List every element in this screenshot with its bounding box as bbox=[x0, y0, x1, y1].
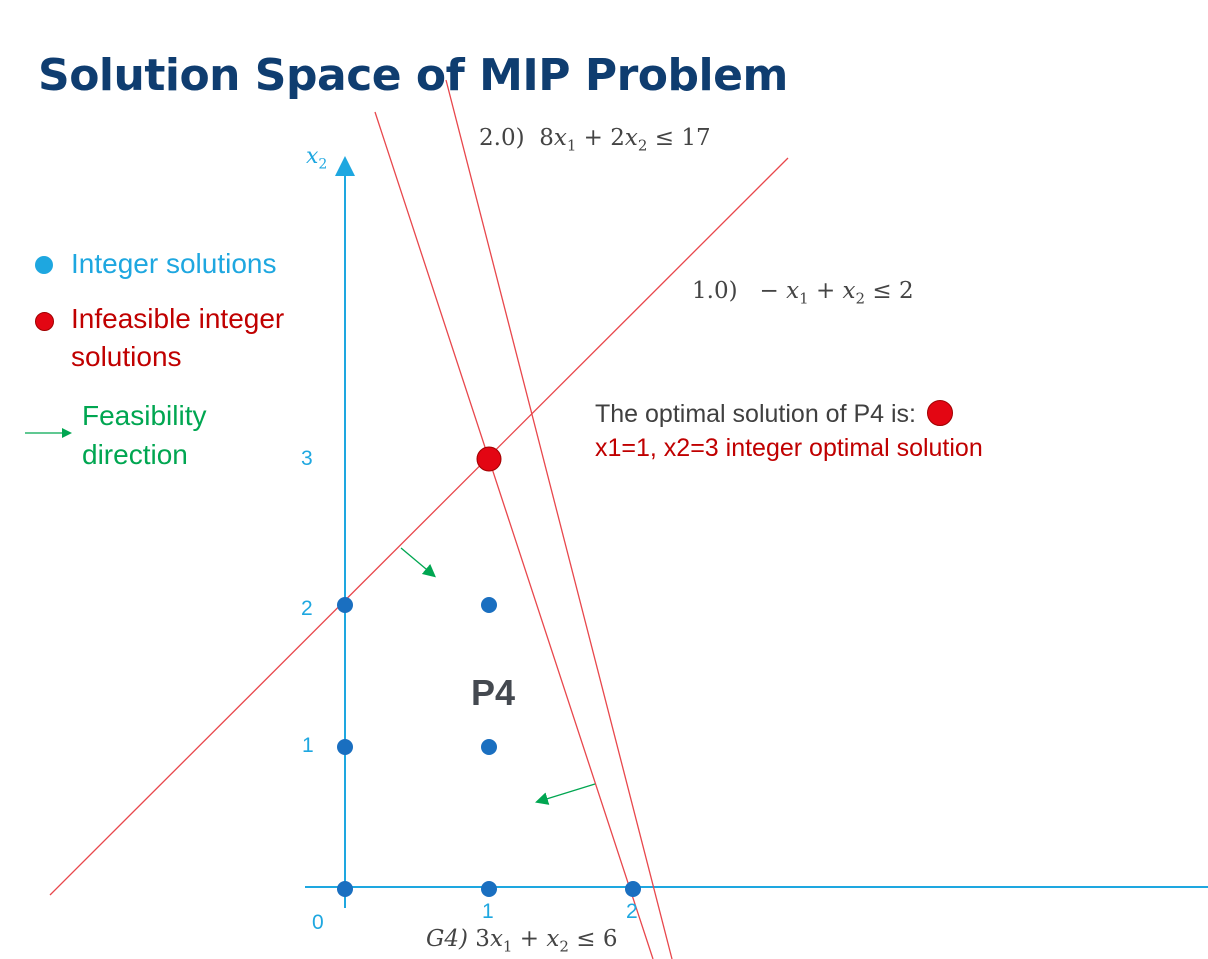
legend-feasibility-label-1: Feasibility bbox=[82, 400, 207, 431]
integer-point bbox=[481, 739, 497, 755]
legend-infeasible-label-1: Infeasible integer bbox=[71, 303, 285, 334]
feasibility-arrow-g4 bbox=[535, 783, 596, 805]
integer-point bbox=[481, 597, 497, 613]
region-label-p4: P4 bbox=[471, 672, 516, 713]
constraint-g4-prefix: G4) bbox=[426, 926, 468, 952]
optimal-solution-heading: The optimal solution of P4 is: bbox=[595, 400, 953, 429]
legend-integer-label: Integer solutions bbox=[71, 248, 277, 279]
integer-point bbox=[337, 739, 353, 755]
legend-feasibility-label-2: direction bbox=[82, 439, 188, 470]
y-tick-2: 2 bbox=[301, 597, 313, 620]
origin-label: 0 bbox=[312, 911, 324, 934]
legend-infeasible-label-2: solutions bbox=[71, 341, 182, 372]
infeasible-point bbox=[476, 446, 502, 472]
optimal-solution-dot bbox=[926, 400, 953, 426]
x-tick-2: 2 bbox=[626, 900, 638, 923]
y-tick-3: 3 bbox=[301, 447, 313, 470]
constraint-1-0-label: 1.0) − x1 + x2 ≤ 2 bbox=[692, 278, 914, 308]
legend-infeasible-dot bbox=[35, 312, 54, 331]
y-tick-1: 1 bbox=[302, 734, 314, 757]
legend-feasibility-arrow bbox=[25, 428, 72, 438]
integer-point bbox=[481, 881, 497, 897]
constraint-g4-label: G4) 3x1 + x2 ≤ 6 bbox=[426, 926, 618, 956]
constraint-1-0-prefix: 1.0) bbox=[692, 278, 738, 304]
constraint-line-1-0 bbox=[49, 157, 789, 896]
constraint-line-2-0 bbox=[445, 79, 673, 959]
integer-points bbox=[337, 597, 641, 897]
constraint-line-g4 bbox=[374, 111, 654, 959]
constraint-2-0-label: 2.0) 8x1 + 2x2 ≤ 17 bbox=[479, 125, 711, 155]
y-axis-label: x2 bbox=[306, 144, 328, 173]
integer-point bbox=[337, 881, 353, 897]
page-title: Solution Space of MIP Problem bbox=[38, 50, 788, 101]
legend-integer-dot bbox=[35, 256, 53, 274]
optimal-solution-detail: x1=1, x2=3 integer optimal solution bbox=[595, 434, 983, 462]
integer-point bbox=[625, 881, 641, 897]
constraint-2-0-prefix: 2.0) bbox=[479, 125, 525, 151]
integer-point bbox=[337, 597, 353, 613]
feasibility-arrow-1-0 bbox=[400, 547, 436, 578]
x-tick-1: 1 bbox=[482, 900, 494, 923]
